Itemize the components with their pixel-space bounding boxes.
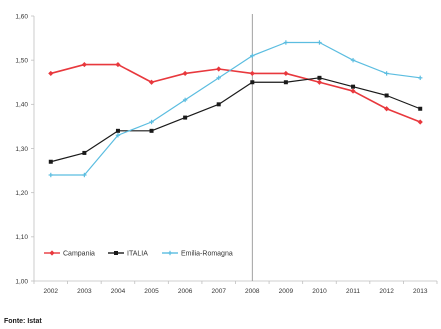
data-point-campania	[182, 70, 188, 77]
series-lines	[48, 40, 423, 178]
data-point-emilia-romagna	[350, 57, 356, 63]
data-point-italia	[384, 93, 389, 98]
data-point-italia	[418, 106, 423, 111]
data-point-italia	[183, 115, 188, 120]
series-emilia-romagna	[48, 40, 423, 178]
data-point-italia	[283, 80, 288, 85]
x-tick-label: 2004	[111, 288, 126, 295]
data-point-emilia-romagna	[384, 71, 389, 76]
data-point-emilia-romagna	[418, 75, 423, 81]
series-line-emilia-romagna	[50, 41, 421, 176]
data-point-italia	[82, 150, 87, 155]
data-point-campania	[350, 88, 356, 94]
x-tick-label: 2011	[346, 288, 360, 295]
legend-label-emilia-romagna: Emilia-Romagna	[181, 250, 233, 257]
data-point-campania	[316, 79, 323, 85]
series-line-italia	[50, 77, 421, 163]
data-point-emilia-romagna	[283, 40, 289, 45]
data-point-italia	[317, 75, 322, 80]
y-tick-label: 1,50	[15, 57, 28, 64]
x-tick-label: 2008	[245, 288, 260, 295]
legend: Campania ITALIA Emilia-Romagna	[44, 250, 233, 257]
x-tick-label: 2003	[77, 288, 92, 295]
legend-label-campania: Campania	[63, 250, 95, 257]
x-tick-label: 2013	[413, 288, 428, 295]
legend-item-italia: ITALIA	[108, 250, 148, 257]
data-point-italia	[250, 80, 255, 85]
data-point-italia	[149, 128, 154, 133]
legend-marker-emilia-romagna	[167, 250, 173, 256]
series-campania	[48, 61, 423, 125]
y-tick-label: 1,00	[15, 278, 28, 285]
data-point-emilia-romagna	[48, 172, 53, 178]
legend-marker-campania	[49, 250, 55, 256]
x-tick-label: 2010	[312, 288, 327, 295]
x-tick-label: 2012	[379, 288, 394, 295]
data-point-campania	[48, 70, 54, 77]
data-point-campania	[115, 61, 121, 68]
data-point-campania	[216, 66, 222, 72]
series-italia	[48, 75, 423, 164]
x-tick-label: 2007	[211, 288, 226, 295]
legend-item-campania: Campania	[44, 250, 95, 257]
data-point-italia	[115, 128, 120, 133]
data-point-italia	[351, 84, 356, 89]
data-point-emilia-romagna	[216, 75, 221, 81]
data-point-emilia-romagna	[149, 119, 154, 125]
series-line-campania	[50, 63, 421, 123]
data-point-italia	[48, 159, 53, 164]
x-tick-label: 2006	[178, 288, 193, 295]
data-point-campania	[81, 61, 87, 68]
legend-marker-italia	[114, 251, 118, 255]
y-tick-label: 1,20	[15, 190, 28, 197]
data-point-campania	[283, 70, 289, 77]
data-point-emilia-romagna	[317, 40, 322, 45]
data-point-campania	[249, 70, 255, 77]
data-point-emilia-romagna	[250, 53, 255, 58]
x-tick-label: 2009	[279, 288, 294, 295]
axes: 1,00 1,10 1,20 1,30 1,40 1,50 1,60 2002 2003 2004…	[15, 13, 438, 295]
y-tick-label: 1,40	[15, 102, 28, 109]
legend-label-italia: ITALIA	[127, 250, 148, 257]
data-point-campania	[384, 106, 390, 112]
data-point-emilia-romagna	[182, 97, 188, 103]
data-point-italia	[216, 102, 221, 107]
data-point-campania	[148, 79, 155, 85]
data-point-emilia-romagna	[115, 133, 121, 138]
data-point-campania	[417, 119, 423, 125]
x-tick-label: 2002	[44, 288, 59, 295]
y-tick-label: 1,60	[15, 13, 28, 20]
source-note: Fonte: Istat	[4, 318, 42, 325]
data-point-emilia-romagna	[82, 172, 87, 178]
y-tick-label: 1,10	[15, 234, 28, 241]
x-tick-label: 2005	[144, 288, 159, 295]
legend-item-emilia-romagna: Emilia-Romagna	[162, 250, 233, 257]
y-tick-label: 1,30	[15, 146, 28, 153]
